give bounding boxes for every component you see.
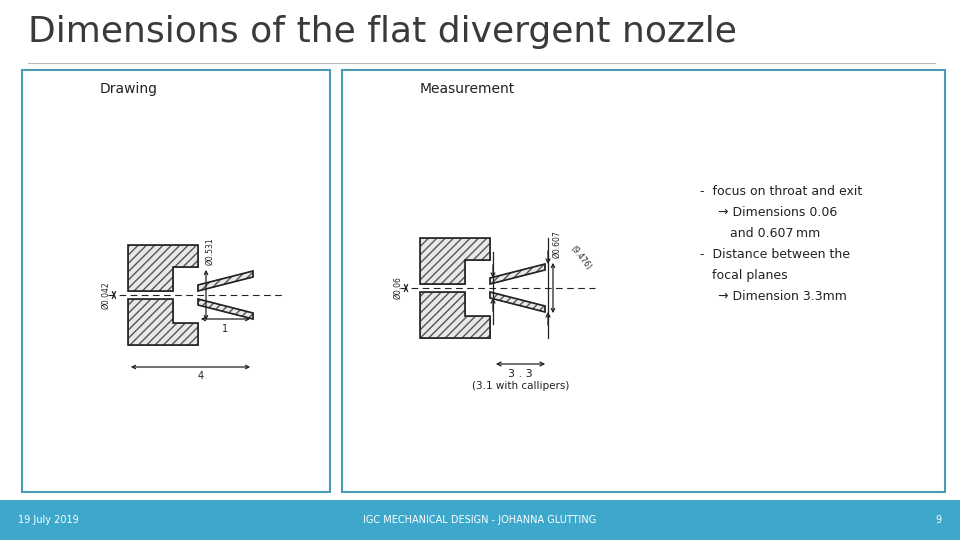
Text: 19 July 2019: 19 July 2019 xyxy=(18,515,79,525)
Text: 1: 1 xyxy=(223,324,228,334)
Text: (3.1 with callipers): (3.1 with callipers) xyxy=(471,381,569,391)
Text: Ø0.531: Ø0.531 xyxy=(205,238,214,265)
Text: focal planes: focal planes xyxy=(700,269,787,282)
Text: 3 . 3: 3 . 3 xyxy=(508,369,533,379)
Text: Ø0.06: Ø0.06 xyxy=(393,276,402,300)
Polygon shape xyxy=(420,292,490,338)
Text: 4: 4 xyxy=(198,371,204,381)
Bar xyxy=(0,500,960,540)
Polygon shape xyxy=(420,238,490,284)
Polygon shape xyxy=(128,245,198,291)
Text: Ø0.042: Ø0.042 xyxy=(101,281,110,309)
Text: Ø0.607: Ø0.607 xyxy=(553,230,562,258)
Bar xyxy=(342,70,945,492)
Text: IGC MECHANICAL DESIGN - JOHANNA GLUTTING: IGC MECHANICAL DESIGN - JOHANNA GLUTTING xyxy=(364,515,596,525)
Text: and 0.607 mm: and 0.607 mm xyxy=(718,227,820,240)
Bar xyxy=(22,70,330,492)
Polygon shape xyxy=(198,299,253,319)
Polygon shape xyxy=(490,292,545,312)
Text: (9.476): (9.476) xyxy=(569,244,593,272)
Text: 9: 9 xyxy=(936,515,942,525)
Text: -  focus on throat and exit: - focus on throat and exit xyxy=(700,185,862,198)
Polygon shape xyxy=(490,264,545,284)
Text: → Dimension 3.3mm: → Dimension 3.3mm xyxy=(718,290,847,303)
Text: → Dimensions 0.06: → Dimensions 0.06 xyxy=(718,206,837,219)
Text: Measurement: Measurement xyxy=(420,82,516,96)
Text: Drawing: Drawing xyxy=(100,82,158,96)
Text: Dimensions of the flat divergent nozzle: Dimensions of the flat divergent nozzle xyxy=(28,15,737,49)
Polygon shape xyxy=(128,299,198,345)
Text: -  Distance between the: - Distance between the xyxy=(700,248,850,261)
Polygon shape xyxy=(198,271,253,291)
